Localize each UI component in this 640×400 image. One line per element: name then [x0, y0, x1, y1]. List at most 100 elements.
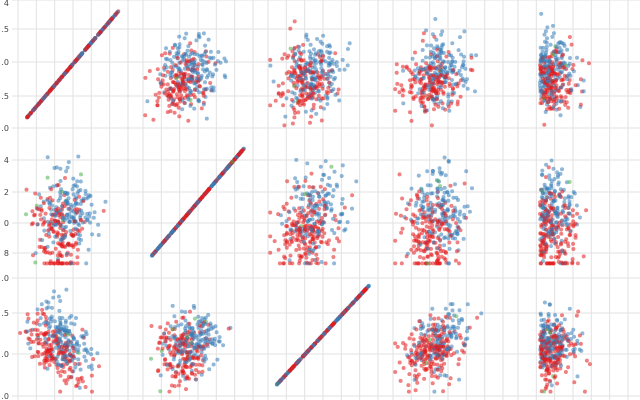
scatter-point [56, 294, 61, 299]
scatter-point [45, 366, 50, 371]
scatter-point [165, 363, 170, 368]
scatter-point [109, 17, 114, 22]
scatter-point [179, 309, 184, 314]
scatter-point [571, 69, 576, 74]
scatter-point [320, 234, 325, 239]
scatter-point [543, 110, 548, 114]
scatter-point [319, 118, 324, 123]
scatter-point [552, 188, 557, 193]
scatter-point [319, 228, 324, 233]
scatter-point [558, 94, 563, 99]
scatter-point [397, 172, 402, 177]
scatter-point [400, 93, 405, 98]
scatter-point [160, 346, 165, 351]
scatter-point [334, 318, 339, 323]
scatter-point [419, 77, 423, 82]
scatter-point [75, 247, 80, 252]
scatter-point [412, 373, 417, 378]
scatter-point [561, 261, 566, 266]
scatter-point [186, 44, 191, 49]
scatter-point [55, 366, 60, 370]
scatter-point [303, 192, 308, 197]
scatter-point [286, 53, 291, 58]
scatter-point [457, 377, 462, 382]
scatter-point [394, 70, 399, 75]
scatter-point [284, 245, 289, 250]
y-tick-label: 8 [4, 249, 9, 258]
scatter-point [186, 118, 191, 123]
scatter-point [436, 178, 441, 183]
scatter-point [420, 58, 425, 63]
scatter-point [454, 228, 459, 233]
scatter-point [190, 69, 195, 74]
scatter-point [182, 66, 187, 71]
scatter-point [544, 198, 548, 203]
scatter-point [180, 78, 185, 83]
scatter-point [310, 198, 315, 203]
scatter-point [195, 200, 200, 205]
scatter-point [83, 385, 88, 389]
scatter-point [176, 85, 181, 90]
scatter-point [414, 248, 419, 252]
scatter-point [447, 246, 452, 251]
scatter-point [179, 322, 184, 327]
scatter-point [182, 36, 187, 41]
scatter-point [188, 309, 192, 314]
scatter-point [190, 362, 195, 367]
scatter-point [91, 357, 96, 362]
scatter-point [548, 206, 553, 210]
scatter-point [202, 52, 207, 57]
scatter-point [340, 201, 344, 206]
scatter-point [462, 181, 467, 186]
scatter-point [446, 158, 451, 163]
scatter-point [294, 59, 299, 64]
scatter-point [545, 319, 550, 324]
scatter-point [555, 205, 560, 210]
scatter-point [53, 219, 58, 223]
scatter-point [541, 92, 546, 97]
scatter-point [64, 381, 69, 386]
scatter-point [71, 336, 76, 341]
scatter-point [563, 95, 568, 100]
scatter-point [539, 318, 544, 323]
scatter-point [318, 164, 323, 169]
scatter-point [42, 249, 46, 254]
scatter-point [280, 376, 285, 381]
scatter-point [76, 357, 81, 362]
scatter-point [584, 208, 589, 213]
scatter-point [571, 241, 576, 246]
scatter-point [268, 234, 273, 239]
scatter-point [419, 332, 424, 336]
scatter-point [44, 340, 49, 345]
scatter-point [316, 93, 321, 98]
scatter-point [314, 204, 319, 208]
scatter-point [567, 306, 572, 311]
scatter-point [433, 55, 438, 60]
scatter-point [450, 41, 455, 46]
scatter-point [435, 353, 440, 358]
y-tick-label: 2 [4, 188, 9, 197]
scatter-point [559, 222, 564, 227]
scatter-point [79, 334, 84, 339]
scatter-point [540, 76, 545, 81]
scatter-point [347, 41, 352, 46]
scatter-point [443, 211, 447, 216]
scatter-point [414, 62, 419, 67]
scatter-point [275, 381, 280, 386]
scatter-point [78, 218, 83, 223]
scatter-point [409, 118, 414, 123]
scatter-point [571, 190, 576, 194]
scatter-point [294, 194, 299, 199]
scatter-point [297, 184, 301, 189]
scatter-point [208, 81, 213, 85]
scatter-point [457, 357, 462, 362]
scatter-point [549, 220, 554, 225]
scatter-point [311, 185, 316, 190]
scatter-point [541, 191, 545, 195]
scatter-point [77, 194, 82, 199]
scatter-point [35, 103, 40, 108]
scatter-point [330, 88, 334, 93]
scatter-point [308, 60, 313, 65]
scatter-point [451, 330, 456, 335]
scatter-point [179, 350, 184, 355]
